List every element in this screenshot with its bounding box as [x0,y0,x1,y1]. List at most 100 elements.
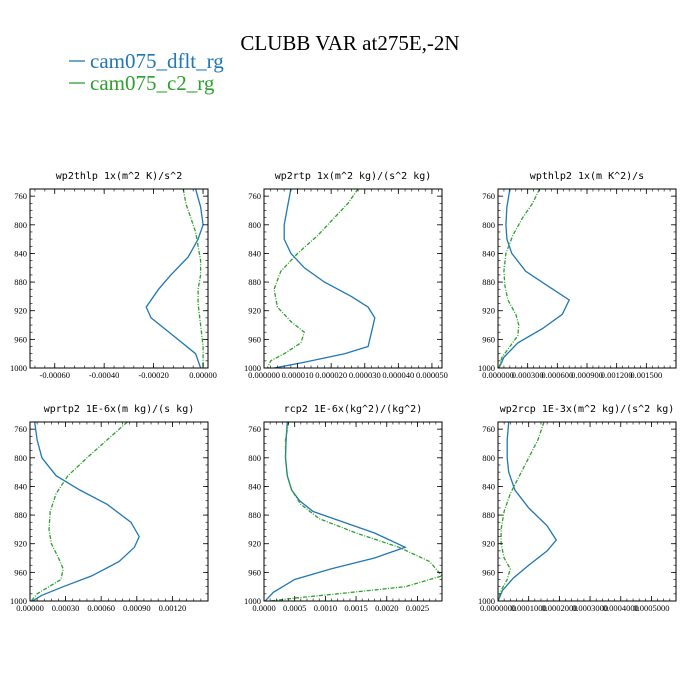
legend-label-c2: cam075_c2_rg [90,71,215,95]
panel-frame [29,188,209,369]
y-tick-label: 800 [14,453,27,463]
series-line-c2 [182,189,204,368]
y-tick-label: 760 [14,191,27,201]
y-tick-label: 840 [248,248,261,258]
series-line-dflt [498,189,571,368]
y-tick-label: 960 [248,334,261,344]
panel-3: wpthlp2 1x(m K^2)/s 760 800 840 880 920 960 100… [478,171,677,380]
y-tick-label: 920 [14,539,27,549]
panel-title: wp2rcp 1E-3x(m^2 kg)/(s^2 kg) [500,404,675,415]
x-tick-label: 0.001200 [601,370,633,380]
y-tick-label: 1000 [478,363,495,373]
x-tick-label: 0.0004000 [603,603,639,613]
x-tick-label: 0.00000 [16,603,44,613]
legend: cam075_dflt_rg cam075_c2_rg [69,49,224,95]
figure-title: CLUBB VAR at275E,-2N [240,31,459,55]
series-line-dflt [498,422,558,601]
x-tick-label: -0.00060 [39,370,69,380]
panel-1: wp2thlp 1x(m^2 K)/s^2 760 800 840 880 920 960 1… [10,171,217,380]
panel-frame [263,421,443,602]
y-tick-label: 920 [248,539,261,549]
x-tick-label: 0.0015 [344,603,367,613]
panel-4: wprtp2 1E-6x(m kg)/(s kg) 760 800 840 880 920… [10,404,209,613]
series-line-c2 [30,422,128,601]
x-tick-label: 0.00030 [52,603,80,613]
x-tick-label: -0.00040 [89,370,119,380]
y-tick-label: 1000 [244,363,261,373]
x-tick-label: 0.0000000 [480,603,516,613]
y-tick-label: 1000 [478,596,495,606]
panel-title: rcp2 1E-6x(kg^2)/(kg^2) [284,404,422,415]
x-tick-label: 0.000600 [541,370,573,380]
y-tick-label: 840 [482,248,495,258]
x-tick-label: 0.0001000 [511,603,547,613]
y-tick-label: 880 [248,510,261,520]
panel-5: rcp2 1E-6x(kg^2)/(kg^2) 760 800 840 880 920 96… [244,404,443,613]
x-tick-label: 0.000020 [315,370,347,380]
x-tick-label: 0.001500 [630,370,662,380]
panel-frame [29,421,209,602]
series-line-c2 [266,189,359,368]
x-tick-label: 0.00090 [123,603,151,613]
panel-frame [497,188,677,369]
x-tick-label: 0.00060 [87,603,115,613]
x-tick-label: 0.000000 [248,370,280,380]
panel-title: wp2thlp 1x(m^2 K)/s^2 [56,171,182,182]
y-tick-label: 760 [248,191,261,201]
series-line-dflt [273,189,376,368]
panel-frame [263,188,443,369]
y-tick-label: 760 [482,191,495,201]
y-tick-label: 1000 [10,596,27,606]
panel-6: wp2rcp 1E-3x(m^2 kg)/(s^2 kg) 760 800 840 88… [478,404,677,613]
panel-title: wprtp2 1E-6x(m kg)/(s kg) [44,404,195,415]
y-tick-label: 920 [482,306,495,316]
series-line-c2 [270,422,442,601]
x-tick-label: 0.000010 [282,370,314,380]
y-tick-label: 920 [14,306,27,316]
y-tick-label: 920 [248,306,261,316]
series-line-dflt [264,422,407,601]
series-line-dflt [32,422,140,601]
x-tick-label: 0.0020 [375,603,398,613]
series-line-c2 [498,422,545,601]
x-tick-label: 0.000040 [382,370,414,380]
y-tick-label: 840 [482,481,495,491]
y-tick-label: 880 [14,510,27,520]
y-tick-label: 1000 [10,363,27,373]
x-tick-label: 0.000050 [416,370,448,380]
y-tick-label: 840 [14,248,27,258]
x-tick-label: 0.0005 [283,603,306,613]
x-tick-label: 0.000900 [571,370,603,380]
y-tick-label: 880 [248,277,261,287]
y-tick-label: 840 [14,481,27,491]
x-tick-label: -0.00020 [138,370,168,380]
x-tick-label: 0.0000 [252,603,275,613]
y-tick-label: 880 [14,277,27,287]
panels: wp2thlp 1x(m^2 K)/s^2 760 800 840 880 920 960 1… [10,171,677,613]
x-tick-label: 0.00000 [189,370,217,380]
x-tick-label: 0.000030 [349,370,381,380]
y-tick-label: 800 [248,453,261,463]
x-tick-label: 0.0010 [314,603,337,613]
y-tick-label: 760 [248,424,261,434]
y-tick-label: 920 [482,539,495,549]
x-tick-label: 0.0025 [406,603,429,613]
panel-2: wp2rtp 1x(m^2 kg)/(s^2 kg) 760 800 840 880 92… [244,171,448,380]
series-line-c2 [498,189,541,368]
x-tick-label: 0.000000 [482,370,514,380]
y-tick-label: 960 [248,567,261,577]
y-tick-label: 800 [14,220,27,230]
y-tick-label: 760 [14,424,27,434]
y-tick-label: 880 [482,277,495,287]
x-tick-label: 0.0005000 [633,603,669,613]
x-tick-label: 0.0003000 [572,603,608,613]
y-tick-label: 1000 [244,596,261,606]
y-tick-label: 800 [482,453,495,463]
y-tick-label: 800 [482,220,495,230]
y-tick-label: 960 [14,334,27,344]
panel-title: wp2rtp 1x(m^2 kg)/(s^2 kg) [275,171,432,182]
y-tick-label: 880 [482,510,495,520]
y-tick-label: 800 [248,220,261,230]
y-tick-label: 760 [482,424,495,434]
series-line-dflt [145,189,204,368]
